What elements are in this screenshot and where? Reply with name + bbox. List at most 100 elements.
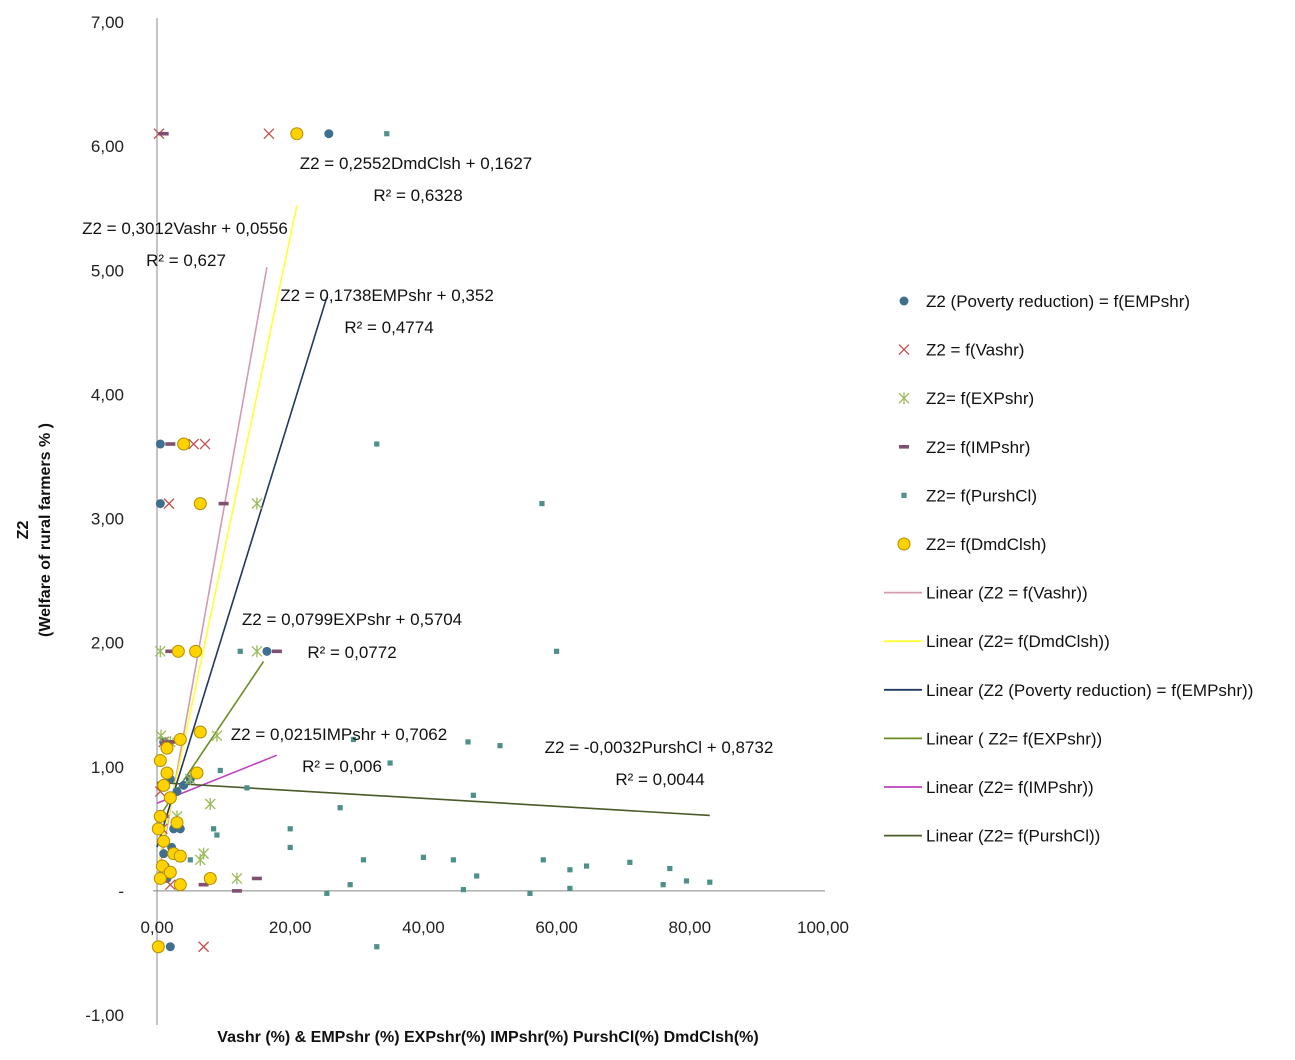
data-point: [420, 854, 426, 860]
data-point: [173, 732, 187, 746]
y-axis-label: Z2: [15, 521, 32, 540]
data-point: [193, 725, 207, 739]
data-point: [211, 729, 223, 742]
data-point: [660, 882, 666, 888]
y-tick-label: -1,00: [85, 1006, 124, 1025]
data-point: [173, 849, 187, 863]
data-point: [153, 754, 167, 768]
data-point: [163, 498, 175, 510]
data-point: [159, 849, 169, 859]
legend-item: Linear (Z2= f(DmdClsh)): [884, 632, 1110, 651]
data-point: [244, 785, 250, 791]
data-point: [189, 644, 203, 658]
data-point: [527, 890, 533, 896]
legend-label: Linear (Z2= f(IMPshr)): [926, 778, 1094, 797]
data-point: [324, 890, 330, 896]
data-point: [165, 740, 176, 744]
legend-label: Linear ( Z2= f(EXPshr)): [926, 729, 1102, 748]
data-point: [190, 766, 204, 780]
data-point: [337, 805, 343, 811]
data-point: [474, 873, 480, 879]
data-point: [470, 792, 476, 798]
data-point: [251, 876, 262, 881]
legend-label: Z2= f(IMPshr): [926, 438, 1030, 457]
data-point: [165, 942, 175, 952]
y-tick-label: 6,00: [91, 137, 124, 156]
legend-marker: [899, 445, 909, 449]
data-point: [163, 865, 177, 879]
data-point: [627, 859, 633, 865]
trendline-r-squared: R² = 0,0044: [615, 770, 704, 789]
x-tick-label: 80,00: [669, 918, 712, 937]
x-tick-label: 0,00: [140, 918, 173, 937]
data-point: [707, 879, 713, 885]
legend-marker: [901, 492, 907, 498]
data-point: [287, 826, 293, 832]
data-point: [554, 648, 560, 654]
x-tick-label: 40,00: [402, 918, 445, 937]
data-point: [460, 887, 466, 893]
data-point: [231, 889, 242, 893]
legend-label: Z2 = f(Vashr): [926, 341, 1024, 360]
legend-marker: [899, 296, 909, 306]
trendline-r-squared: R² = 0,006: [302, 757, 382, 776]
data-point: [151, 822, 165, 836]
marker-stroke: [263, 128, 275, 140]
y-tick-label: 5,00: [91, 261, 124, 280]
legend-item: Linear (Z2= f(IMPshr)): [884, 778, 1094, 797]
y-tick-label: 1,00: [91, 758, 124, 777]
marker-stroke: [163, 498, 175, 510]
data-point: [193, 497, 207, 511]
data-point: [360, 857, 367, 863]
data-point: [171, 644, 185, 658]
data-point: [173, 878, 187, 892]
legend-marker: [898, 344, 910, 356]
data-point: [683, 878, 690, 884]
data-point: [157, 834, 171, 848]
data-point: [204, 797, 216, 810]
legend-label: Linear (Z2 = f(Vashr)): [926, 584, 1088, 603]
trendline-equation: Z2 = 0,2552DmdClsh + 0,1627: [300, 154, 532, 173]
marker-stroke: [188, 438, 200, 450]
legend-label: Z2= f(DmdClsh): [926, 535, 1046, 554]
legend-label: Linear (Z2= f(DmdClsh)): [926, 632, 1110, 651]
y-tick-label: 2,00: [91, 634, 124, 653]
trendline: [156, 205, 298, 871]
marker-stroke: [198, 941, 210, 953]
legend-label: Linear (Z2= f(PurshCl)): [926, 827, 1100, 846]
legend-label: Z2 (Poverty reduction) = f(EMPshr): [926, 292, 1190, 311]
legend-item: Linear (Z2 (Poverty reduction) = f(EMPsh…: [884, 681, 1253, 700]
legend-item: Z2 = f(Vashr): [898, 341, 1024, 360]
legend-label: Z2= f(EXPshr): [926, 389, 1034, 408]
data-point: [153, 871, 167, 885]
trendline: [156, 296, 328, 848]
data-point: [211, 826, 217, 832]
trendline-equation: Z2 = 0,0215IMPshr + 0,7062: [231, 725, 447, 744]
data-point: [251, 497, 263, 510]
trendline-r-squared: R² = 0,6328: [373, 186, 462, 205]
legend-marker: [897, 537, 911, 551]
data-point: [497, 743, 503, 749]
data-point: [153, 809, 167, 823]
data-point: [157, 778, 171, 792]
legend-marker: [898, 392, 910, 405]
marker-stroke: [199, 438, 211, 450]
data-point: [465, 739, 471, 745]
data-point: [350, 736, 357, 743]
legend-item: Linear (Z2= f(PurshCl)): [884, 827, 1100, 846]
data-point: [187, 857, 193, 863]
legend-item: Z2= f(DmdClsh): [897, 535, 1046, 554]
data-point: [271, 649, 282, 654]
data-point: [214, 832, 220, 838]
data-point: [251, 645, 263, 658]
data-point: [539, 501, 545, 507]
legend-item: Linear ( Z2= f(EXPshr)): [884, 729, 1102, 748]
data-point: [567, 885, 573, 891]
data-point: [583, 863, 590, 869]
data-point: [262, 646, 272, 656]
data-point: [160, 766, 174, 780]
data-point: [198, 941, 210, 953]
trendline-r-squared: R² = 0,4774: [344, 318, 433, 337]
data-point: [194, 853, 206, 866]
